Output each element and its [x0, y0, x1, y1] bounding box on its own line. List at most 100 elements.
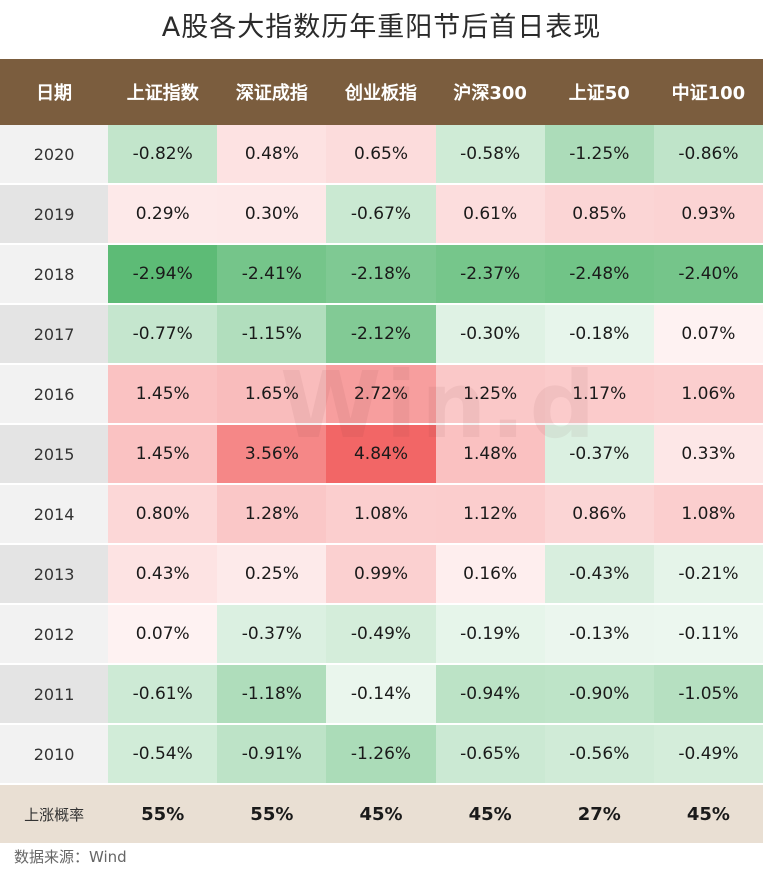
heat-cell: -0.49%	[326, 604, 436, 665]
heat-cell: 0.29%	[108, 184, 218, 245]
heat-cell: -2.48%	[544, 244, 654, 305]
heat-cell: -0.61%	[108, 664, 218, 725]
heat-cell: 1.45%	[108, 364, 218, 425]
heat-cell: -2.41%	[217, 244, 327, 305]
header-row: 日期 上证指数 深证成指 创业板指 沪深300 上证50 中证100	[0, 59, 763, 125]
heat-cell: -0.37%	[544, 424, 654, 485]
summary-value: 45%	[435, 784, 545, 843]
heat-cell: -2.40%	[653, 244, 763, 305]
heat-cell: -0.67%	[326, 184, 436, 245]
heat-cell: -2.18%	[326, 244, 436, 305]
column-header: 深证成指	[217, 59, 327, 125]
table-row: 2017 -0.77% -1.15% -2.12% -0.30% -0.18% 0.07%	[0, 304, 763, 365]
heat-cell: -0.65%	[435, 724, 545, 785]
heat-cell: 1.08%	[653, 484, 763, 545]
summary-value: 55%	[108, 784, 218, 843]
heat-cell: 1.06%	[653, 364, 763, 425]
heat-cell: -1.05%	[653, 664, 763, 725]
summary-row: 上涨概率 55% 55% 45% 45% 27% 45%	[0, 784, 763, 843]
heat-cell: -0.49%	[653, 724, 763, 785]
row-label-year: 2014	[0, 484, 109, 545]
row-label-year: 2010	[0, 724, 109, 785]
heatmap-table: 日期 上证指数 深证成指 创业板指 沪深300 上证50 中证100 2020 -0.82%…	[0, 59, 763, 843]
row-label-year: 2020	[0, 125, 109, 185]
column-header: 中证100	[653, 59, 763, 125]
heat-cell: -0.86%	[653, 125, 763, 185]
heat-cell: -1.25%	[544, 125, 654, 185]
heat-cell: 4.84%	[326, 424, 436, 485]
heat-cell: 0.80%	[108, 484, 218, 545]
column-header: 创业板指	[326, 59, 436, 125]
heat-cell: 0.16%	[435, 544, 545, 605]
heat-cell: 0.99%	[326, 544, 436, 605]
column-header-date: 日期	[0, 59, 109, 125]
heat-cell: 2.72%	[326, 364, 436, 425]
heat-cell: -2.37%	[435, 244, 545, 305]
heat-cell: 0.33%	[653, 424, 763, 485]
table-row: 2011 -0.61% -1.18% -0.14% -0.94% -0.90% -1.05%	[0, 664, 763, 725]
heat-cell: 1.25%	[435, 364, 545, 425]
column-header: 上证50	[544, 59, 654, 125]
heat-cell: 0.07%	[108, 604, 218, 665]
heat-cell: 1.45%	[108, 424, 218, 485]
table-row: 2016 1.45% 1.65% 2.72% 1.25% 1.17% 1.06%	[0, 364, 763, 425]
table-row: 2012 0.07% -0.37% -0.49% -0.19% -0.13% -0.11%	[0, 604, 763, 665]
heat-cell: -0.43%	[544, 544, 654, 605]
heat-cell: -0.19%	[435, 604, 545, 665]
heat-cell: 3.56%	[217, 424, 327, 485]
source-note: 数据来源：Wind	[14, 848, 127, 866]
heat-cell: 0.86%	[544, 484, 654, 545]
heat-cell: 0.07%	[653, 304, 763, 365]
heat-cell: 1.12%	[435, 484, 545, 545]
heat-cell: 0.25%	[217, 544, 327, 605]
summary-value: 45%	[653, 784, 763, 843]
heat-cell: 1.17%	[544, 364, 654, 425]
heat-cell: -0.30%	[435, 304, 545, 365]
heat-cell: -0.56%	[544, 724, 654, 785]
heat-cell: 0.61%	[435, 184, 545, 245]
heat-cell: -0.14%	[326, 664, 436, 725]
column-header: 沪深300	[435, 59, 545, 125]
heat-cell: 0.43%	[108, 544, 218, 605]
heat-cell: -0.18%	[544, 304, 654, 365]
summary-label: 上涨概率	[0, 784, 109, 843]
table-row: 2015 1.45% 3.56% 4.84% 1.48% -0.37% 0.33%	[0, 424, 763, 485]
table-row: 2014 0.80% 1.28% 1.08% 1.12% 0.86% 1.08%	[0, 484, 763, 545]
page-title: A股各大指数历年重阳节后首日表现	[161, 12, 602, 43]
heat-cell: -0.82%	[108, 125, 218, 185]
heat-cell: 1.08%	[326, 484, 436, 545]
heat-cell: -1.26%	[326, 724, 436, 785]
heat-cell: 0.85%	[544, 184, 654, 245]
heat-cell: -2.12%	[326, 304, 436, 365]
heat-cell: 0.30%	[217, 184, 327, 245]
table-row: 2018 -2.94% -2.41% -2.18% -2.37% -2.48% -2.40%	[0, 244, 763, 305]
summary-value: 55%	[217, 784, 327, 843]
heatmap-table-container: 日期 上证指数 深证成指 创业板指 沪深300 上证50 中证100 2020 -0.82%…	[0, 59, 763, 843]
row-label-year: 2013	[0, 544, 109, 605]
heat-cell: 0.65%	[326, 125, 436, 185]
heat-cell: -1.15%	[217, 304, 327, 365]
table-row: 2013 0.43% 0.25% 0.99% 0.16% -0.43% -0.21%	[0, 544, 763, 605]
heat-cell: -0.94%	[435, 664, 545, 725]
table-row: 2020 -0.82% 0.48% 0.65% -0.58% -1.25% -0.86%	[0, 125, 763, 185]
heat-cell: -0.13%	[544, 604, 654, 665]
heat-cell: -2.94%	[108, 244, 218, 305]
heat-cell: -0.37%	[217, 604, 327, 665]
heat-cell: -0.90%	[544, 664, 654, 725]
table-body: 2020 -0.82% 0.48% 0.65% -0.58% -1.25% -0.86% 20…	[0, 125, 763, 843]
heat-cell: -0.11%	[653, 604, 763, 665]
heat-cell: -1.18%	[217, 664, 327, 725]
heat-cell: -0.77%	[108, 304, 218, 365]
heat-cell: -0.54%	[108, 724, 218, 785]
row-label-year: 2016	[0, 364, 109, 425]
heat-cell: 0.48%	[217, 125, 327, 185]
row-label-year: 2011	[0, 664, 109, 725]
table-row: 2010 -0.54% -0.91% -1.26% -0.65% -0.56% -0.49%	[0, 724, 763, 785]
row-label-year: 2015	[0, 424, 109, 485]
row-label-year: 2012	[0, 604, 109, 665]
heat-cell: -0.58%	[435, 125, 545, 185]
heat-cell: 1.28%	[217, 484, 327, 545]
summary-value: 27%	[544, 784, 654, 843]
heat-cell: 0.93%	[653, 184, 763, 245]
summary-value: 45%	[326, 784, 436, 843]
